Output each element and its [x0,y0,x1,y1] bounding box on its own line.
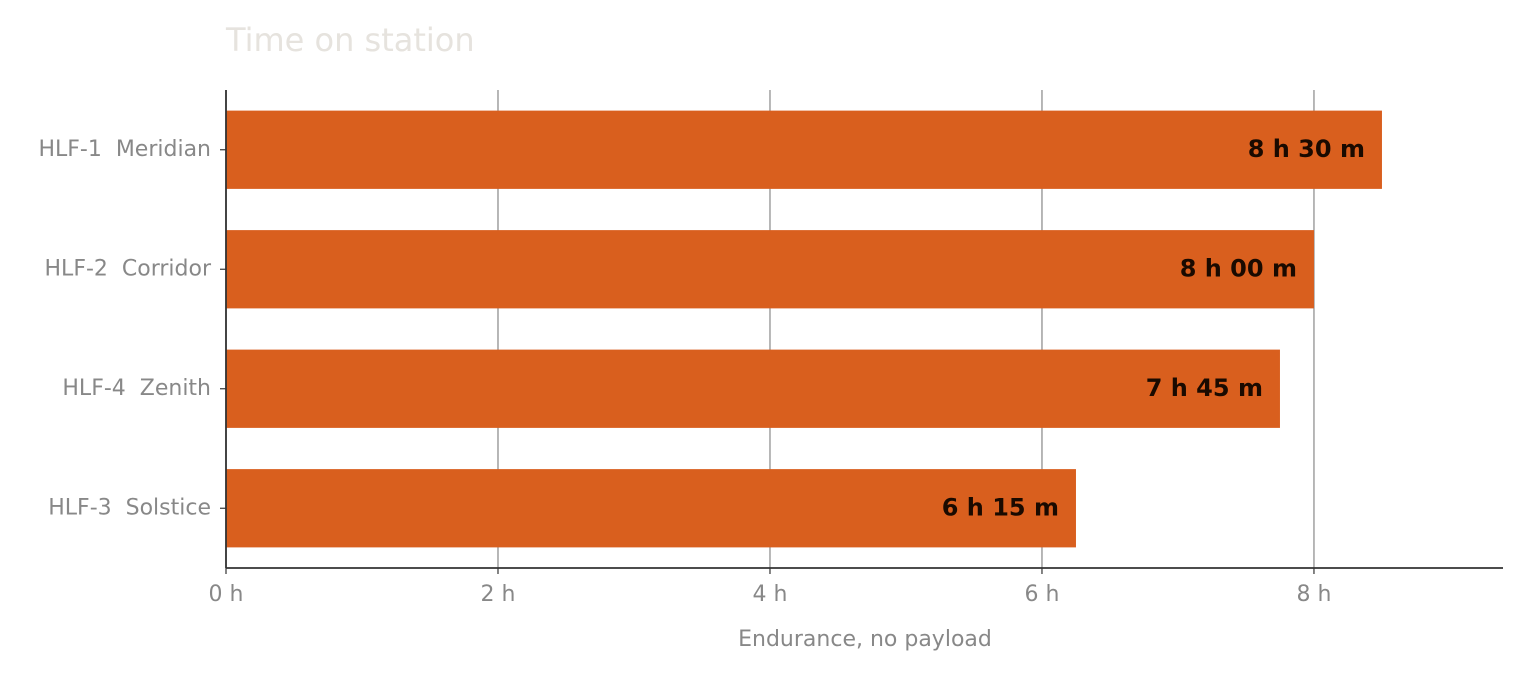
bar [226,349,1280,428]
value-label: 6 h 15 m [942,493,1059,521]
y-tick-label: HLF-4 Zenith [62,376,211,401]
value-label: 7 h 45 m [1146,374,1263,402]
value-label: 8 h 30 m [1248,135,1365,163]
bar [226,469,1076,548]
chart-title: Time on station [225,21,475,59]
bar [226,110,1382,189]
value-label: 8 h 00 m [1180,254,1297,282]
bar [226,230,1314,309]
y-tick-label: HLF-1 Meridian [38,137,211,162]
x-tick-label: 6 h [1025,582,1060,607]
x-tick-label: 8 h [1296,582,1331,607]
x-axis-label: Endurance, no payload [738,627,992,652]
x-tick-label: 2 h [481,582,516,607]
x-tick-label: 4 h [753,582,788,607]
y-tick-label: HLF-3 Solstice [48,495,211,520]
y-tick-label: HLF-2 Corridor [45,256,212,281]
x-tick-label: 0 h [209,582,244,607]
